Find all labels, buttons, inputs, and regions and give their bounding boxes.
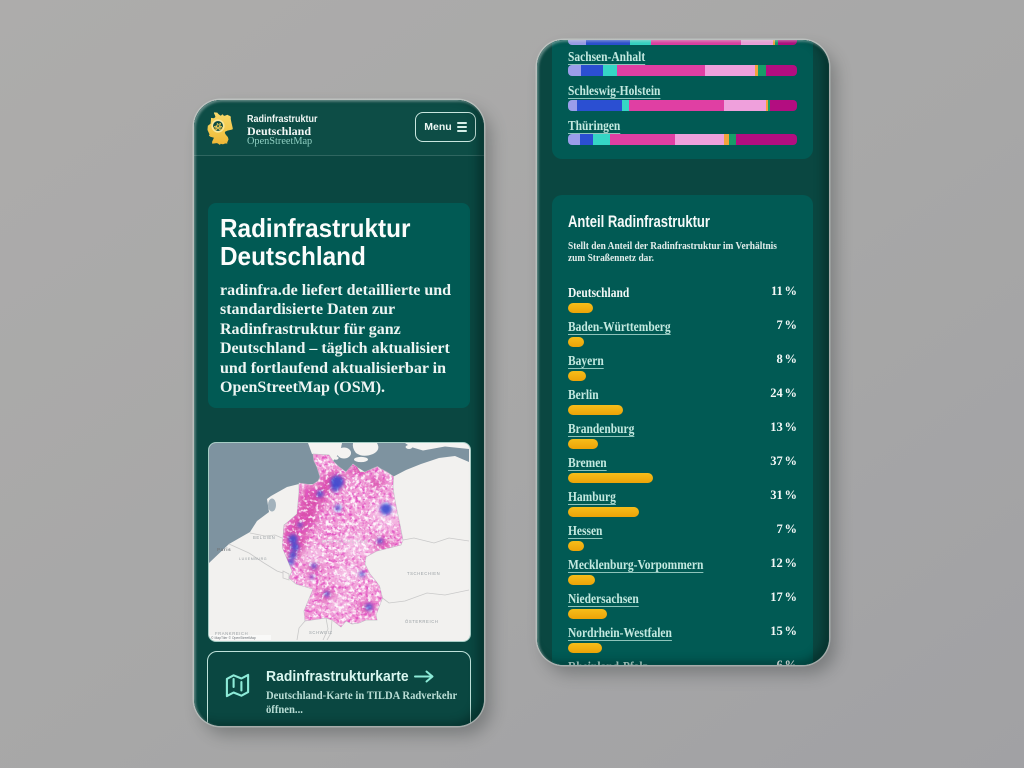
svg-text:BELGIEN: BELGIEN [253,535,275,540]
svg-text:ÖSTERREICH: ÖSTERREICH [405,619,438,624]
svg-text:SCHWEIZ: SCHWEIZ [309,630,333,635]
svg-text:LUXEMBURG: LUXEMBURG [239,557,267,561]
svg-text:Paris: Paris [217,547,231,552]
svg-text:DEUTSCHLAND: DEUTSCHLAND [322,539,368,544]
svg-text:© MapTiler © OpenStreetMap: © MapTiler © OpenStreetMap [211,636,256,640]
svg-text:FRANKREICH: FRANKREICH [215,631,248,636]
svg-text:TSCHECHIEN: TSCHECHIEN [407,571,440,576]
